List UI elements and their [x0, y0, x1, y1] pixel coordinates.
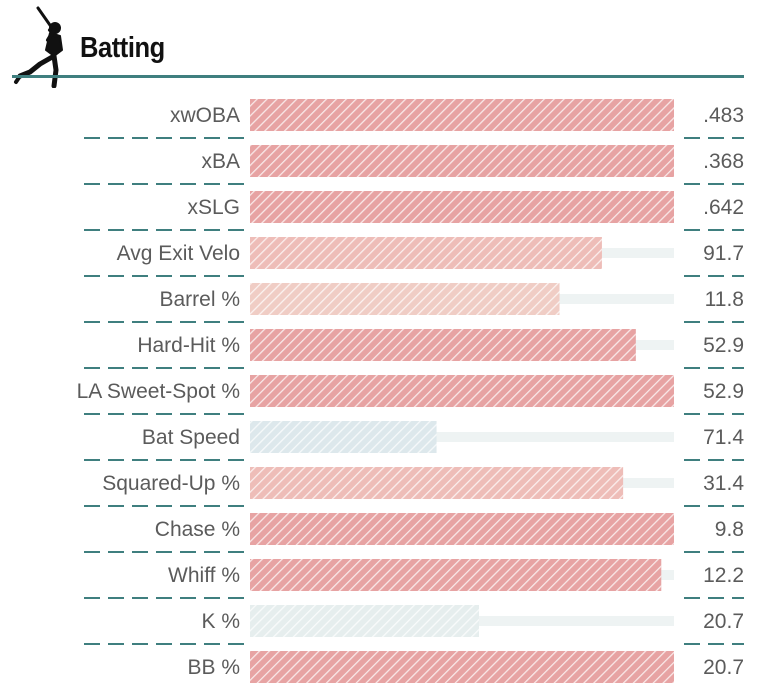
metric-row: xBA .368 — [84, 145, 744, 185]
metric-row: LA Sweet-Spot % 52.9 — [77, 375, 744, 415]
percentile-bar-hatch — [250, 421, 437, 453]
batter-icon — [14, 6, 63, 88]
metric-label: Squared-Up % — [102, 472, 240, 495]
metric-label: Bat Speed — [142, 426, 240, 449]
percentile-bar-hatch — [250, 559, 662, 591]
metric-label: xwOBA — [170, 104, 240, 127]
metric-row: Barrel % 11.8 — [84, 283, 744, 323]
percentile-bar-hatch — [250, 329, 636, 361]
metric-row: Bat Speed 71.4 — [84, 421, 744, 461]
percentile-bar-hatch — [250, 605, 479, 637]
metric-label: Whiff % — [168, 564, 240, 587]
metric-row: Squared-Up % 31.4 — [84, 467, 744, 507]
metric-row: BB % 20.7 — [187, 651, 744, 683]
metric-value: 9.8 — [715, 518, 744, 541]
metric-row: Chase % 9.8 — [84, 513, 744, 553]
metric-label: LA Sweet-Spot % — [77, 380, 240, 403]
metric-label: Chase % — [155, 518, 240, 541]
metric-row: Whiff % 12.2 — [84, 559, 744, 599]
metric-label: Barrel % — [159, 288, 240, 311]
metric-value: .642 — [703, 196, 744, 219]
metric-value: 11.8 — [705, 288, 744, 311]
metric-row: K % 20.7 — [84, 605, 744, 645]
metric-value: 31.4 — [703, 472, 744, 495]
metric-value: 52.9 — [703, 334, 744, 357]
page-title: Batting — [80, 32, 165, 64]
metric-row: xSLG .642 — [84, 191, 744, 231]
metric-label: Avg Exit Velo — [117, 242, 240, 265]
metric-label: xSLG — [187, 196, 240, 219]
header-divider — [12, 75, 744, 78]
percentile-bar-hatch — [250, 237, 602, 269]
percentile-track — [250, 432, 674, 442]
metric-value: 52.9 — [703, 380, 744, 403]
metric-value: 71.4 — [703, 426, 744, 449]
metric-value: .368 — [703, 150, 744, 173]
metric-value: 20.7 — [703, 610, 744, 633]
percentile-bar-hatch — [250, 283, 560, 315]
percentile-bar-hatch — [250, 375, 674, 407]
percentile-bar-hatch — [250, 651, 674, 683]
percentile-bar-hatch — [250, 513, 674, 545]
metric-row: Hard-Hit % 52.9 — [84, 329, 744, 369]
metric-label: BB % — [187, 656, 240, 679]
metric-row: xwOBA .483 — [84, 99, 744, 139]
metric-value: 12.2 — [703, 564, 744, 587]
percentile-bar-hatch — [250, 467, 624, 499]
percentile-bar-hatch — [250, 191, 674, 223]
metric-label: xBA — [201, 150, 240, 173]
metric-value: 20.7 — [703, 656, 744, 679]
metric-value: 91.7 — [703, 242, 744, 265]
percentile-bar-chart: xwOBA .483 xBA .368 xSLG .642 Avg Exit Velo 91.… — [77, 99, 744, 683]
metric-row: Avg Exit Velo 91.7 — [84, 237, 744, 277]
percentile-bar-hatch — [250, 99, 674, 131]
percentile-bar-hatch — [250, 145, 674, 177]
metric-label: K % — [201, 610, 240, 633]
metric-value: .483 — [703, 104, 744, 127]
section-header: Batting — [0, 0, 764, 88]
metric-label: Hard-Hit % — [137, 334, 240, 357]
